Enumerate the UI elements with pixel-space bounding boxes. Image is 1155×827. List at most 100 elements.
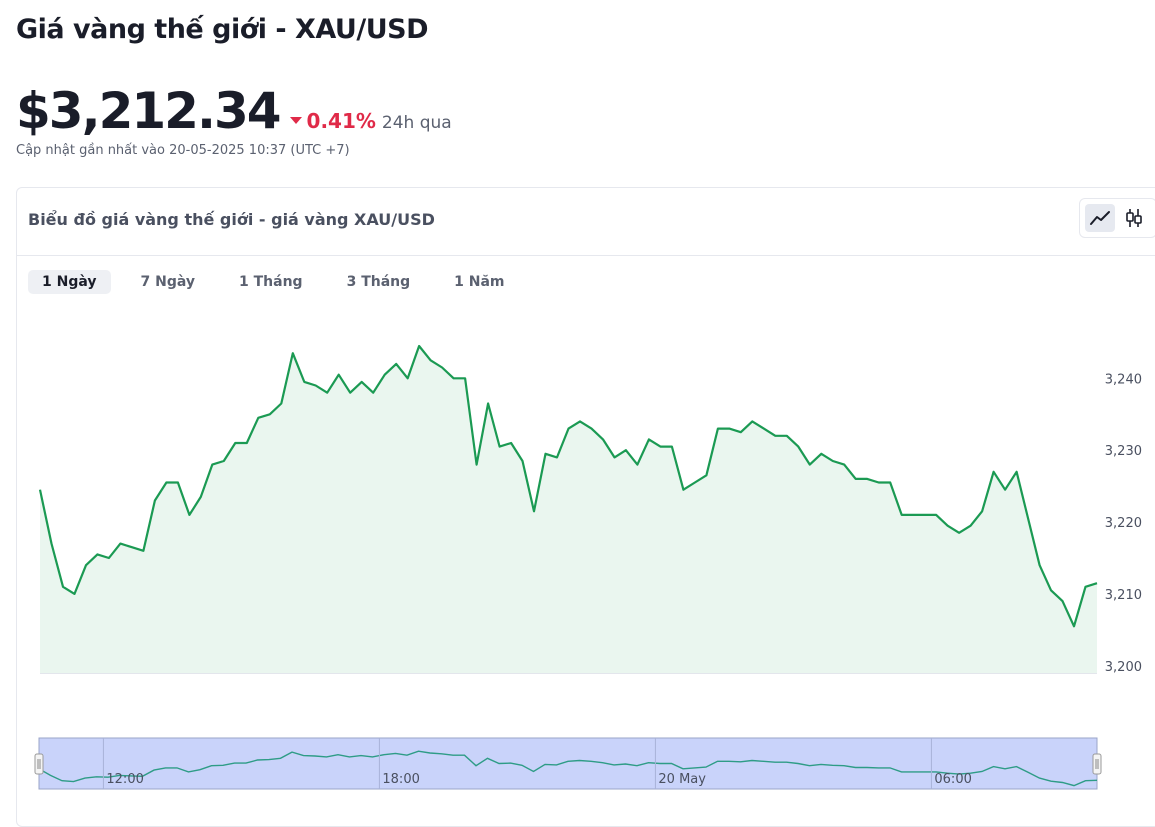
price-point [728, 427, 730, 429]
change-percent: 0.41% [306, 109, 376, 133]
price-point [763, 427, 765, 429]
price-point [464, 377, 466, 379]
price-point [567, 427, 569, 429]
price-point [62, 586, 64, 588]
price-point [131, 546, 133, 548]
price-point [85, 564, 87, 566]
price-point [969, 525, 971, 527]
price-point [820, 453, 822, 455]
price-point [108, 557, 110, 559]
price-point [613, 456, 615, 458]
price-point [372, 392, 374, 394]
price-point [223, 460, 225, 462]
candlestick-button[interactable] [1119, 204, 1149, 232]
price-point [292, 352, 294, 354]
price-point [648, 438, 650, 440]
price-point [475, 463, 477, 465]
tab-3-months[interactable]: 3 Tháng [346, 274, 411, 290]
line-chart-icon [1090, 211, 1110, 225]
price-point [429, 359, 431, 361]
price-point [786, 435, 788, 437]
price-point [50, 542, 52, 544]
price-point [39, 489, 41, 491]
price-point [349, 392, 351, 394]
price-point [579, 420, 581, 422]
navigator-time-label: 12:00 [106, 772, 143, 787]
tab-1-month[interactable]: 1 Tháng [239, 274, 303, 290]
price-change: 0.41% [289, 109, 376, 133]
page-title: Giá vàng thế giới - XAU/USD [16, 14, 429, 45]
card-divider [17, 255, 1155, 256]
price-point [96, 553, 98, 555]
price-point [452, 377, 454, 379]
price-line [38, 344, 1098, 628]
candlestick-icon [1126, 209, 1142, 227]
price-point [395, 363, 397, 365]
price-point [878, 481, 880, 483]
price-point [1015, 471, 1017, 473]
y-tick-label: 3,220 [1105, 516, 1142, 531]
y-tick-label: 3,200 [1105, 660, 1142, 675]
price-point [855, 478, 857, 480]
price-point [740, 431, 742, 433]
price-point [177, 481, 179, 483]
price-point [521, 460, 523, 462]
price-point [797, 445, 799, 447]
price-point [1096, 582, 1098, 584]
price-point [1084, 586, 1086, 588]
price-area-fill [40, 346, 1097, 673]
price-point [751, 420, 753, 422]
chart-title: Biểu đồ giá vàng thế giới - giá vàng XAU… [28, 210, 435, 229]
price-point [188, 514, 190, 516]
price-point [602, 438, 604, 440]
y-tick-label: 3,240 [1105, 372, 1142, 387]
price-point [234, 442, 236, 444]
price-point [912, 514, 914, 516]
price-point [924, 514, 926, 516]
price-point [889, 481, 891, 483]
tab-7-days[interactable]: 7 Ngày [140, 274, 196, 290]
price-point [901, 514, 903, 516]
line-chart-button[interactable] [1085, 204, 1115, 232]
price-point [315, 384, 317, 386]
chart-card: Biểu đồ giá vàng thế giới - giá vàng XAU… [16, 187, 1155, 827]
change-period: 24h qua [381, 113, 452, 133]
price-row: $3,212.34 0.41% 24h qua [16, 82, 452, 140]
y-tick-label: 3,210 [1105, 588, 1142, 603]
price-point [590, 427, 592, 429]
price-point [958, 532, 960, 534]
navigator-left-handle[interactable] [34, 753, 44, 775]
price-point [866, 478, 868, 480]
current-price: $3,212.34 [16, 82, 282, 140]
price-point [211, 463, 213, 465]
price-point [694, 481, 696, 483]
price-point [510, 442, 512, 444]
price-point [544, 453, 546, 455]
price-point [142, 550, 144, 552]
price-point [809, 463, 811, 465]
price-point [671, 445, 673, 447]
range-tabs: 1 Ngày 7 Ngày 1 Tháng 3 Tháng 1 Năm [28, 270, 535, 294]
tab-1-year[interactable]: 1 Năm [454, 274, 505, 290]
price-point [441, 366, 443, 368]
price-point [705, 474, 707, 476]
navigator-time-label: 06:00 [934, 772, 971, 787]
price-point [119, 542, 121, 544]
last-updated: Cập nhật gần nhất vào 20-05-2025 10:37 (… [16, 143, 350, 158]
price-point [533, 510, 535, 512]
tab-1-day[interactable]: 1 Ngày [28, 270, 111, 294]
price-point [384, 374, 386, 376]
price-point [935, 514, 937, 516]
price-point [992, 471, 994, 473]
price-point [165, 481, 167, 483]
price-point [556, 456, 558, 458]
navigator-window[interactable] [38, 737, 1098, 790]
navigator-right-handle[interactable] [1092, 753, 1102, 775]
price-point [246, 442, 248, 444]
price-point [717, 427, 719, 429]
navigator-series-line [38, 750, 1098, 787]
price-point [487, 402, 489, 404]
price-point [832, 460, 834, 462]
price-point [625, 449, 627, 451]
